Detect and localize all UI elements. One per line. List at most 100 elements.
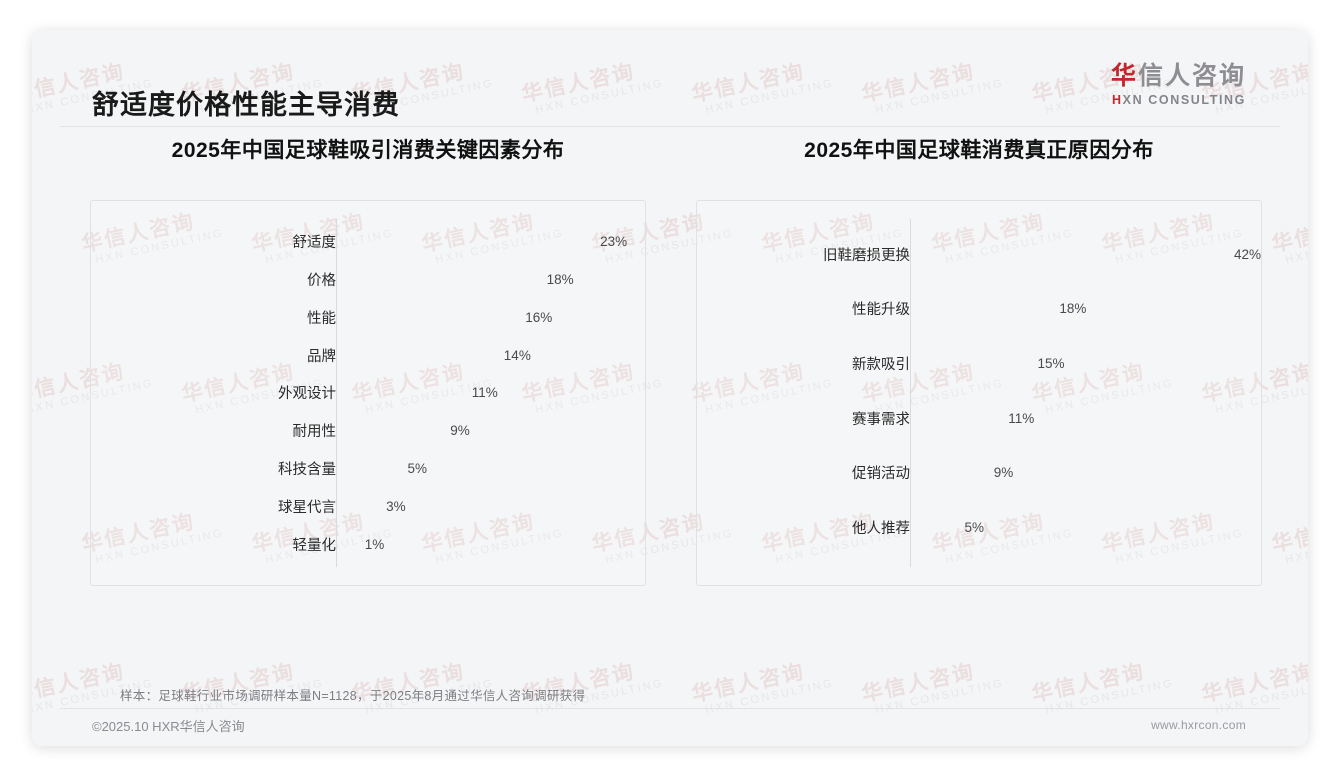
bar-row: 外观设计 11% — [91, 383, 645, 403]
bar-category-label: 舒适度 — [292, 235, 337, 252]
bar-row: 性能 16% — [91, 307, 645, 327]
sample-footnote: 样本：足球鞋行业市场调研样本量N=1128，于2025年8月通过华信人咨询调研获… — [120, 689, 586, 703]
watermark-cn-text: 华信人咨询 — [1029, 660, 1148, 707]
watermark-en-text: HXN CONSULTING — [1214, 677, 1308, 717]
page-title: 舒适度价格性能主导消费 — [92, 90, 400, 120]
chart-panel-left: 舒适度 23% 价格 18% 性能 16% 品牌 14% 外观设计 11% 耐用性 9% 科技含量 5% 球… — [90, 200, 646, 586]
bar-track: 23% — [347, 234, 645, 249]
bar-category-label: 促销活动 — [852, 466, 910, 483]
slide-header: 舒适度价格性能主导消费 华信人咨询 HXN CONSULTING — [32, 30, 1308, 127]
bar-row: 价格 18% — [91, 270, 645, 290]
watermark-en-text: HXN CONSULTING — [1044, 677, 1176, 717]
bar-value-label: 18% — [546, 272, 574, 288]
logo-chinese-text: 华信人咨询 — [1111, 62, 1246, 91]
bar-track: 18% — [347, 272, 645, 287]
bar-value-label: 9% — [450, 423, 470, 439]
chart-title-right: 2025年中国足球鞋消费真正原因分布 — [804, 139, 1154, 162]
logo-accent-char: 华 — [1110, 62, 1138, 90]
bar-category-label: 球星代言 — [278, 499, 336, 516]
watermark-en-text: HXN CONSULTING — [1284, 227, 1308, 267]
logo-en-accent: H — [1112, 92, 1123, 107]
bar-row: 轻量化 1% — [91, 534, 645, 554]
bar-row: 赛事需求 11% — [697, 405, 1261, 431]
bar-track: 1% — [347, 537, 645, 552]
bar-value-label: 5% — [407, 460, 428, 476]
bar-category-label: 耐用性 — [292, 424, 337, 441]
bar-row: 耐用性 9% — [91, 421, 645, 441]
watermark-cn-text: 华信人咨询 — [859, 660, 978, 707]
axis-line-left — [336, 219, 337, 567]
bar-row: 科技含量 5% — [91, 458, 645, 478]
bar-row: 品牌 14% — [91, 345, 645, 365]
bar-value-label: 9% — [993, 465, 1014, 481]
slide-footer: ©2025.10 HXR华信人咨询 www.hxrcon.com — [32, 716, 1308, 746]
bar-category-label: 旧鞋磨损更换 — [823, 247, 910, 264]
bar-value-label: 18% — [1059, 301, 1087, 317]
bar-row: 新款吸引 15% — [697, 351, 1261, 377]
bar-value-label: 14% — [503, 347, 531, 363]
bar-value-label: 1% — [364, 536, 385, 552]
bar-row: 旧鞋磨损更换 42% — [697, 241, 1261, 267]
bar-track: 3% — [347, 499, 645, 514]
bar-track: 18% — [921, 301, 1261, 316]
bar-value-label: 23% — [600, 234, 628, 250]
bar-category-label: 性能 — [307, 310, 336, 327]
chart-title-left: 2025年中国足球鞋吸引消费关键因素分布 — [171, 139, 565, 162]
bar-track: 15% — [921, 356, 1261, 371]
bar-category-label: 品牌 — [307, 348, 336, 365]
website-text: www.hxrcon.com — [1151, 718, 1246, 732]
logo-en-rest: XN CONSULTING — [1122, 92, 1246, 107]
bar-value-label: 16% — [525, 309, 553, 325]
logo-english-text: HXN CONSULTING — [1111, 93, 1246, 107]
watermark-cn-text: 华信人咨询 — [689, 660, 808, 707]
logo-rest-chars: 信人咨询 — [1137, 62, 1246, 90]
bar-value-label: 42% — [1233, 246, 1261, 262]
bar-category-label: 科技含量 — [278, 461, 336, 478]
header-divider — [60, 126, 1280, 127]
bar-track: 11% — [347, 385, 645, 400]
bar-category-label: 价格 — [307, 273, 336, 290]
bar-track: 9% — [347, 423, 645, 438]
bar-track: 11% — [921, 411, 1261, 426]
bar-value-label: 5% — [964, 520, 985, 536]
watermark-cn-text: 华信人咨询 — [1269, 210, 1308, 257]
bar-category-label: 性能升级 — [852, 302, 910, 319]
bar-row: 他人推荐 5% — [697, 515, 1261, 541]
bar-track: 5% — [347, 461, 645, 476]
bar-track: 16% — [347, 310, 645, 325]
chart-column-right: 2025年中国足球鞋消费真正原因分布 旧鞋磨损更换 42% 性能升级 18% 新款吸引 1… — [696, 134, 1262, 586]
bar-track: 14% — [347, 348, 645, 363]
company-logo: 华信人咨询 HXN CONSULTING — [1111, 62, 1246, 107]
bar-rows-left: 舒适度 23% 价格 18% 性能 16% 品牌 14% 外观设计 11% 耐用性 9% 科技含量 5% 球… — [91, 223, 645, 563]
watermark-cn-text: 华信人咨询 — [1269, 510, 1308, 557]
bar-value-label: 15% — [1037, 356, 1065, 372]
watermark-en-text: HXN CONSULTING — [874, 677, 1006, 717]
watermark-cn-text: 华信人咨询 — [1199, 660, 1308, 707]
bar-row: 促销活动 9% — [697, 460, 1261, 486]
footer-divider — [60, 708, 1280, 709]
chart-column-left: 2025年中国足球鞋吸引消费关键因素分布 舒适度 23% 价格 18% 性能 16% 品牌 1… — [90, 134, 646, 586]
bar-row: 性能升级 18% — [697, 296, 1261, 322]
axis-line-right — [910, 219, 911, 567]
bar-value-label: 11% — [1008, 410, 1035, 426]
bar-track: 5% — [921, 520, 1261, 535]
watermark-en-text: HXN CONSULTING — [704, 677, 836, 717]
bar-row: 舒适度 23% — [91, 232, 645, 252]
bar-category-label: 他人推荐 — [852, 521, 910, 538]
bar-category-label: 外观设计 — [278, 386, 336, 403]
bar-track: 42% — [921, 247, 1261, 262]
bar-row: 球星代言 3% — [91, 496, 645, 516]
bar-value-label: 3% — [386, 498, 406, 514]
bar-rows-right: 旧鞋磨损更换 42% 性能升级 18% 新款吸引 15% 赛事需求 11% 促销活动 9% 他人推荐… — [697, 227, 1261, 555]
plot-area-left: 舒适度 23% 价格 18% 性能 16% 品牌 14% 外观设计 11% 耐用性 9% 科技含量 5% 球… — [91, 201, 645, 585]
bar-category-label: 轻量化 — [292, 537, 337, 554]
watermark-cn-text: 华信人咨询 — [32, 660, 128, 707]
watermark-en-text: HXN CONSULTING — [1284, 527, 1308, 567]
bar-category-label: 新款吸引 — [852, 357, 910, 374]
plot-area-right: 旧鞋磨损更换 42% 性能升级 18% 新款吸引 15% 赛事需求 11% 促销活动 9% 他人推荐… — [697, 201, 1261, 585]
